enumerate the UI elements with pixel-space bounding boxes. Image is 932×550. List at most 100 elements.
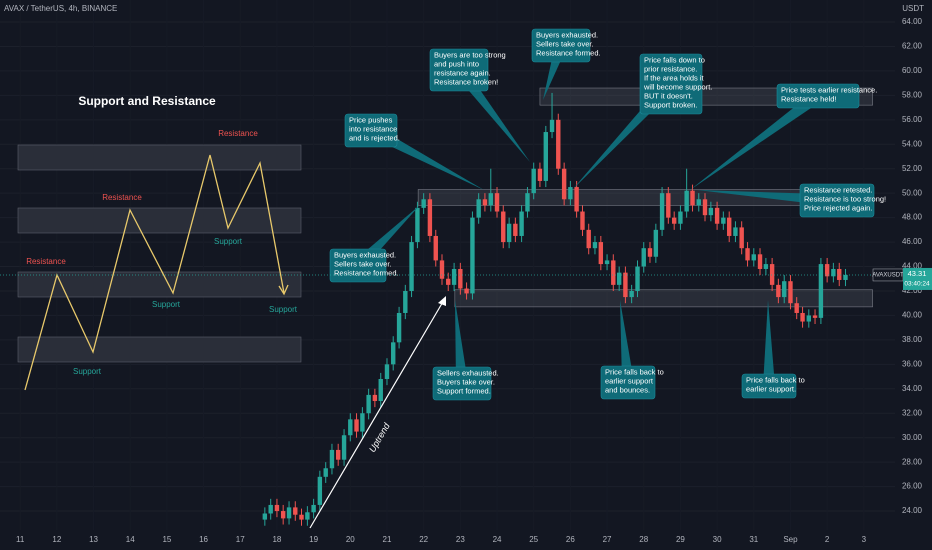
candle-body [641, 248, 646, 267]
annotation-text: Support formed. [437, 387, 491, 396]
x-tick-label: 24 [493, 535, 502, 544]
candle-body [574, 187, 579, 212]
candle-body [586, 229, 591, 249]
annotation-text: resistance again. [434, 69, 491, 78]
candle-body [280, 511, 286, 519]
candle-body [776, 284, 781, 298]
candle-body [788, 281, 793, 304]
annotation-text: and push into [434, 60, 479, 69]
y-tick-label: 36.00 [902, 359, 923, 368]
candle-body [800, 312, 805, 322]
candle-body [384, 364, 390, 380]
candle-body [286, 507, 292, 519]
candle-body [268, 504, 273, 514]
price-label: 43.31 [908, 269, 927, 278]
candle-body [525, 193, 530, 212]
candle-body [391, 342, 396, 365]
candle-body [678, 211, 683, 224]
x-tick-label: 12 [52, 535, 61, 544]
annotation-text: Resistance formed. [536, 49, 601, 58]
annotation-text: If the area holds it [644, 74, 705, 83]
inset-label: Support [214, 237, 243, 246]
axes: 24.00 26.00 28.00 30.00 32.00 34.00 36.00 38.00… [0, 17, 932, 544]
candle-body [458, 268, 463, 289]
y-tick-label: 42.00 [902, 286, 923, 295]
annotation-pointer [455, 300, 468, 385]
candle-body [366, 394, 371, 414]
annotation-text: Resistance formed. [334, 269, 399, 278]
candle-body [311, 504, 316, 513]
annotation-box [429, 48, 489, 92]
x-tick-label: 27 [603, 535, 612, 544]
candle-body [506, 223, 512, 243]
candles [262, 92, 848, 526]
annotation-text: Resistance is too strong! [804, 195, 886, 204]
candle-body [348, 419, 353, 436]
annotation-box [639, 53, 703, 115]
annotation-text: Buyers exhausted. [536, 31, 598, 40]
annotation-text: Sellers take over. [334, 260, 392, 269]
annotation-text: Price tests earlier resistance. [781, 86, 877, 95]
symbol-header: AVAX / TetherUS, 4h, BINANCE [4, 4, 117, 13]
inset-zone [17, 144, 302, 171]
annotation-text: Buyers exhausted. [334, 251, 396, 260]
candle-body [714, 207, 720, 224]
x-tick-label: 21 [383, 535, 392, 544]
x-tick-label: 29 [676, 535, 685, 544]
candle-body [708, 207, 714, 216]
x-tick-label: 23 [456, 535, 465, 544]
x-tick-label: 14 [126, 535, 135, 544]
y-tick-label: 60.00 [902, 66, 923, 75]
candle-body [427, 199, 433, 236]
annotation-box [799, 183, 875, 218]
candle-body [629, 290, 634, 298]
candle-body [396, 312, 402, 343]
candle-body [293, 507, 298, 515]
annotation-text: Buyers take over. [437, 378, 495, 387]
annotation-text: Price falls back to [605, 368, 664, 377]
candle-body [751, 254, 756, 261]
candle-body [806, 315, 812, 322]
inset-illustration: Support and Resistance Resistance Suppor… [17, 94, 302, 391]
candle-body [684, 190, 689, 212]
candle-body [702, 199, 708, 216]
candle-body [831, 268, 836, 277]
candle-body [403, 290, 408, 313]
candle-body [824, 264, 830, 277]
x-tick-label: 25 [529, 535, 538, 544]
candle-body [721, 217, 726, 224]
inset-label: Resistance [218, 129, 258, 138]
candle-body [623, 272, 628, 298]
candle-body [604, 260, 610, 265]
candle-body [666, 193, 671, 218]
candle-body [501, 211, 506, 243]
candle-body [537, 168, 543, 181]
candle-body [647, 248, 653, 257]
candle-body [616, 272, 622, 285]
candle-body [592, 242, 598, 249]
candle-body [561, 168, 567, 200]
candle-body [635, 266, 640, 291]
candle-body [433, 235, 438, 261]
y-tick-label: 54.00 [902, 139, 923, 148]
inset-arrowhead [278, 284, 289, 296]
candle-body [470, 217, 475, 294]
inset-zone [17, 207, 302, 234]
x-tick-label: 18 [272, 535, 281, 544]
annotation-text: and is rejected. [349, 134, 400, 143]
candle-body [843, 274, 848, 280]
annotation-text: prior resistance. [644, 65, 697, 74]
candle-body [580, 211, 585, 230]
y-tick-label: 34.00 [902, 384, 923, 393]
trend-arrowhead [438, 296, 446, 306]
candle-body [299, 514, 304, 520]
annotation-box [531, 28, 591, 63]
y-tick-label: 58.00 [902, 90, 923, 99]
candle-body [671, 217, 677, 224]
annotation-text: earlier support. [746, 385, 796, 394]
y-tick-label: 52.00 [902, 164, 923, 173]
candle-body [488, 193, 493, 206]
candle-body [446, 278, 451, 285]
annotation-text: Price pushes [349, 116, 393, 125]
candle-body [329, 449, 335, 469]
